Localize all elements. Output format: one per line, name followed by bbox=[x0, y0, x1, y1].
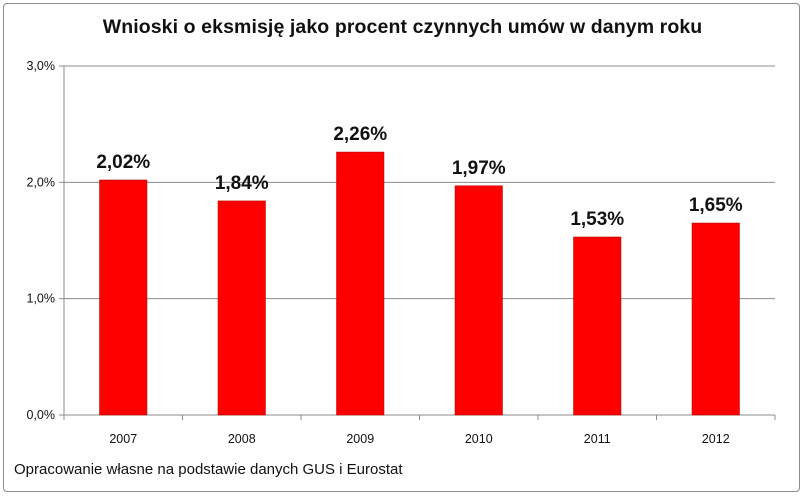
chart-title: Wnioski o eksmisję jako procent czynnych… bbox=[102, 16, 703, 38]
data-label-2007: 2,02% bbox=[96, 152, 150, 173]
data-label-2012: 1,65% bbox=[689, 195, 743, 216]
x-tick-label-2008: 2008 bbox=[228, 432, 256, 446]
x-tick-label-2010: 2010 bbox=[465, 432, 493, 446]
bar-2008 bbox=[217, 200, 266, 416]
y-tick-label: 1,0% bbox=[27, 292, 56, 306]
bar-2012 bbox=[691, 222, 740, 416]
x-tick-label-2011: 2011 bbox=[584, 432, 611, 446]
x-tick-label-2012: 2012 bbox=[702, 432, 730, 446]
source-footnote: Opracowanie własne na podstawie danych G… bbox=[14, 461, 403, 478]
data-label-2008: 1,84% bbox=[215, 173, 269, 194]
bar-2009 bbox=[336, 151, 385, 416]
data-label-2009: 2,26% bbox=[333, 124, 387, 145]
bar-2007 bbox=[99, 179, 148, 416]
y-tick-label: 3,0% bbox=[27, 59, 56, 73]
y-tick-label: 0,0% bbox=[27, 408, 56, 422]
x-tick-label-2007: 2007 bbox=[109, 432, 137, 446]
y-tick-label: 2,0% bbox=[27, 175, 56, 189]
x-tick-label-2009: 2009 bbox=[346, 432, 374, 446]
bar-2010 bbox=[454, 185, 503, 416]
data-label-2010: 1,97% bbox=[452, 158, 506, 179]
bar-2011 bbox=[573, 236, 622, 416]
data-label-2011: 1,53% bbox=[570, 209, 624, 230]
